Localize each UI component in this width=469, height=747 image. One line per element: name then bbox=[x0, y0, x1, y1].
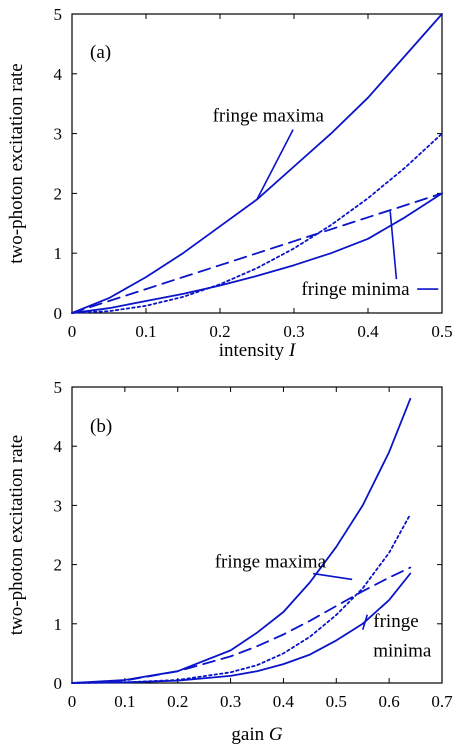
annotation-label: fringe minima bbox=[301, 279, 410, 300]
x-tick-label: 0.3 bbox=[283, 322, 304, 341]
y-tick-label: 5 bbox=[54, 378, 63, 397]
x-axis-label: gain G bbox=[231, 724, 282, 745]
x-tick-label: 0.1 bbox=[114, 692, 135, 711]
x-axis-label-symbol: I bbox=[288, 340, 297, 361]
annotation-label: fringe bbox=[373, 611, 418, 632]
plot-frame bbox=[71, 13, 443, 314]
annotation-pointer bbox=[312, 572, 353, 581]
y-tick-label: 4 bbox=[54, 437, 63, 456]
panel-tag: (b) bbox=[90, 416, 112, 437]
annotation-pointer bbox=[361, 614, 369, 630]
series-line-4-solid bbox=[71, 572, 412, 684]
annotation-label: minima bbox=[373, 640, 432, 661]
y-tick-label: 2 bbox=[54, 184, 63, 203]
y-tick-label: 0 bbox=[54, 304, 63, 323]
y-tick-label: 1 bbox=[54, 244, 63, 263]
x-tick-label: 0.4 bbox=[357, 322, 379, 341]
y-tick-label: 1 bbox=[54, 615, 63, 634]
annotation-label: fringe maxima bbox=[215, 552, 327, 573]
x-tick-label: 0.5 bbox=[326, 692, 347, 711]
series-line-2-dotted bbox=[71, 132, 443, 314]
y-axis-label: two-photon excitation rate bbox=[6, 63, 27, 264]
x-tick-label: 0.1 bbox=[135, 322, 156, 341]
y-tick-label: 0 bbox=[54, 674, 63, 693]
x-tick-label: 0.7 bbox=[431, 692, 453, 711]
x-tick-label: 0 bbox=[68, 322, 77, 341]
annotation-label: fringe maxima bbox=[213, 106, 325, 127]
y-tick-label: 5 bbox=[54, 5, 63, 24]
y-axis-label: two-photon excitation rate bbox=[6, 435, 27, 636]
y-tick-label: 2 bbox=[54, 556, 63, 575]
x-tick-label: 0.2 bbox=[167, 692, 188, 711]
annotation-pointer bbox=[389, 211, 398, 280]
y-tick-label: 4 bbox=[54, 65, 63, 84]
y-tick-label: 3 bbox=[54, 125, 63, 144]
plot-frame bbox=[71, 386, 443, 684]
x-tick-label: 0.3 bbox=[220, 692, 241, 711]
x-axis-label-symbol: G bbox=[269, 724, 283, 745]
series-line-3-dashed bbox=[71, 566, 412, 684]
x-tick-label: 0.2 bbox=[209, 322, 230, 341]
x-tick-label: 0 bbox=[68, 692, 77, 711]
x-tick-label: 0.6 bbox=[379, 692, 400, 711]
series-line-1-solid bbox=[71, 13, 443, 314]
series-line-4-solid bbox=[71, 192, 443, 314]
x-axis-label-text: intensity bbox=[219, 340, 289, 361]
annotation-pointer bbox=[256, 129, 294, 200]
series-line-1-solid bbox=[71, 397, 412, 684]
series-line-2-dotted bbox=[71, 513, 412, 684]
series-line-3-dashed bbox=[71, 192, 443, 314]
x-tick-label: 0.5 bbox=[431, 322, 452, 341]
y-tick-label: 3 bbox=[54, 496, 63, 515]
x-axis-label-text: gain bbox=[231, 724, 268, 745]
x-axis-label: intensity I bbox=[219, 340, 297, 361]
x-tick-label: 0.4 bbox=[273, 692, 295, 711]
panel-tag: (a) bbox=[90, 42, 111, 63]
